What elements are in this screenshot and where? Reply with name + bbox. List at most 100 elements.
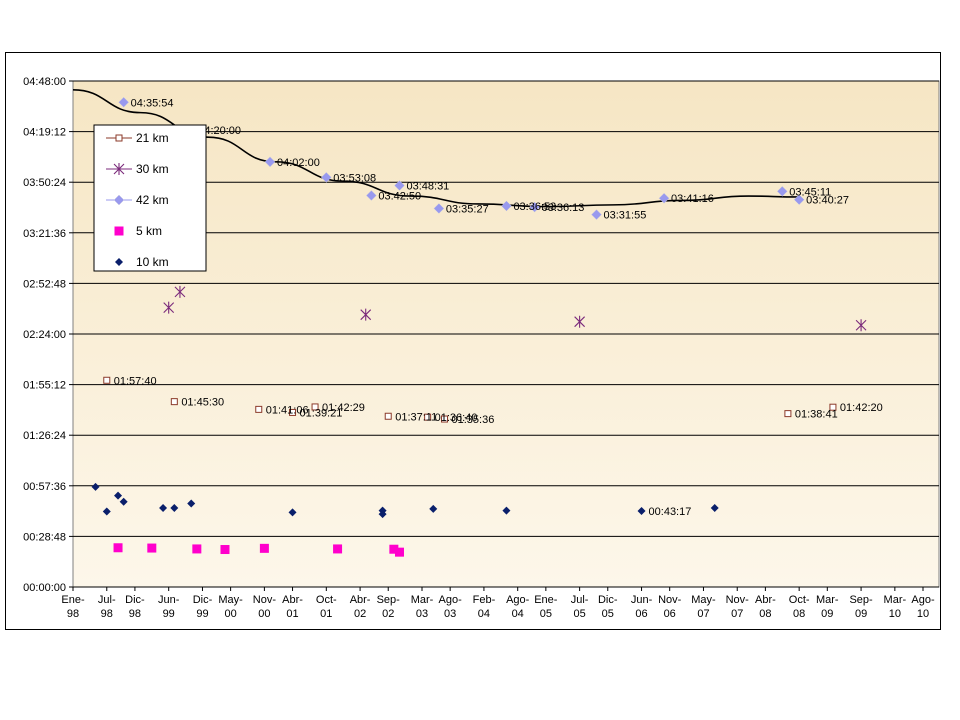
point-21-km <box>103 376 111 384</box>
x-tick-label: 07 <box>731 608 743 620</box>
x-tick-label: 02 <box>354 608 366 620</box>
x-tick-label: 06 <box>664 608 676 620</box>
legend-label-21-km: 21 km <box>136 131 169 145</box>
point-5-km <box>394 547 404 557</box>
x-tick-label: 08 <box>793 608 805 620</box>
x-tick-label: 09 <box>821 608 833 620</box>
x-tick-label: Feb- <box>473 594 496 606</box>
point-21-km <box>784 410 792 418</box>
x-tick-label: Dic- <box>193 594 213 606</box>
point-42-km <box>365 190 377 201</box>
x-tick-label: Ene- <box>534 594 558 606</box>
x-tick-label: 09 <box>855 608 867 620</box>
data-label-21-km: 01:41:06 <box>266 404 309 416</box>
point-42-km <box>658 192 670 204</box>
data-label-21-km: 01:45:30 <box>181 397 224 409</box>
x-tick-label: Ene- <box>61 594 85 606</box>
x-tick-label: Dic- <box>125 594 145 606</box>
point-10-km <box>429 504 438 513</box>
point-21-km <box>311 403 319 411</box>
y-tick-label: 00:28:48 <box>23 531 66 543</box>
point-5-km <box>147 543 157 553</box>
x-tick-label: 98 <box>101 608 113 620</box>
x-tick-label: 10 <box>917 608 929 620</box>
data-label-42-km: 03:42:50 <box>378 190 421 202</box>
point-5-km <box>113 543 123 553</box>
x-tick-label: 01 <box>286 608 298 620</box>
point-30-km <box>163 301 175 314</box>
gridlines <box>73 80 939 537</box>
data-label-42-km: 03:45:11 <box>789 186 831 198</box>
legend-label-10-km: 10 km <box>136 255 169 269</box>
x-tick-label: Jun- <box>158 594 180 606</box>
x-tick-label: Nov- <box>658 594 682 606</box>
y-tick-label: 02:52:48 <box>23 278 66 290</box>
data-label-21-km: 01:35:36 <box>452 414 495 426</box>
point-21-km <box>384 412 392 420</box>
point-10-km <box>378 510 387 519</box>
point-10-km <box>170 503 179 512</box>
x-tick-label: Nov- <box>253 594 277 606</box>
y-tick-label: 04:19:12 <box>23 127 66 139</box>
x-tick-label: 10 <box>889 608 901 620</box>
x-tick-label: 04 <box>478 608 490 620</box>
point-10-km <box>159 503 168 512</box>
x-tick-label: 00 <box>224 608 236 620</box>
x-tick-label: 05 <box>540 608 552 620</box>
point-21-km <box>255 405 263 413</box>
point-42-km <box>264 156 276 168</box>
x-tick-label: 01 <box>320 608 332 620</box>
y-tick-label: 02:24:00 <box>23 329 66 341</box>
data-label-21-km: 01:42:20 <box>840 402 883 414</box>
point-42-km <box>501 200 512 212</box>
x-tick-label: Mar- <box>884 594 907 606</box>
x-tick-label: Mar- <box>411 594 434 606</box>
point-10-km <box>637 506 646 515</box>
x-tick-label: Ago- <box>439 594 463 606</box>
point-5-km <box>259 543 269 553</box>
x-tick-label: 05 <box>573 608 585 620</box>
y-tick-label: 03:50:24 <box>23 177 66 189</box>
data-label-42-km: 04:02:00 <box>277 157 320 169</box>
point-21-km <box>289 408 297 416</box>
data-label-21-km: 01:39:21 <box>300 407 343 419</box>
data-label-21-km: 01:36:40 <box>435 412 478 424</box>
x-tick-label: Ago- <box>506 594 530 606</box>
x-tick-label: 99 <box>163 608 175 620</box>
x-tick-label: 98 <box>129 608 141 620</box>
point-42-km <box>529 201 540 213</box>
point-10-km <box>91 482 100 491</box>
point-30-km <box>360 308 372 321</box>
point-10-km <box>502 506 511 515</box>
point-5-km <box>333 544 343 554</box>
legend-marker-10-km <box>115 258 123 266</box>
x-tick-label: Dic- <box>598 594 618 606</box>
legend-marker-42-km <box>113 194 125 206</box>
x-tick-label: 02 <box>382 608 394 620</box>
x-tick-label: Nov- <box>726 594 750 606</box>
point-42-km <box>320 172 332 183</box>
x-tick-label: Jul- <box>571 594 589 606</box>
point-42-km <box>433 203 445 214</box>
x-tick-label: Sep- <box>377 594 401 606</box>
data-label-42-km: 03:36:13 <box>542 202 585 214</box>
legend: 21 km 30 km 42 km 5 km 10 km <box>93 124 207 272</box>
x-tick-label: Abr- <box>350 594 371 606</box>
data-label-21-km: 01:57:40 <box>114 375 157 387</box>
point-21-km <box>829 403 837 411</box>
x-tick-label: Abr- <box>755 594 776 606</box>
data-label-21-km: 01:37:11 <box>395 411 437 423</box>
point-5-km <box>389 544 399 554</box>
data-label-42-km: 04:35:54 <box>131 97 174 109</box>
point-30-km <box>855 319 867 332</box>
x-tick-label: 07 <box>697 608 709 620</box>
legend-marker-21-km <box>115 134 123 142</box>
x-axis-ticks: Ene- 98 Jul- 98 Dic- 98 Jun- 99 Dic- 99 May- 00 Nov-… <box>61 586 939 620</box>
x-tick-label: 00 <box>258 608 270 620</box>
point-21-km <box>170 398 178 406</box>
point-10-km <box>114 491 123 500</box>
y-tick-label: 00:57:36 <box>23 481 66 493</box>
data-label-42-km: 03:48:31 <box>406 181 449 193</box>
x-tick-label: 03 <box>444 608 456 620</box>
data-label-42-km: 03:53:08 <box>333 172 376 184</box>
